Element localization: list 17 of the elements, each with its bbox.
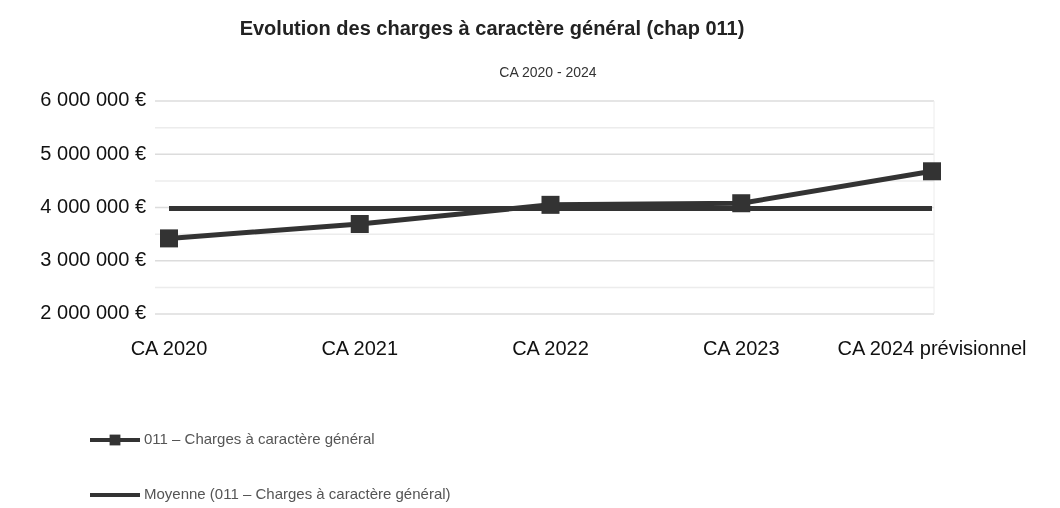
y-tick-label: 5 000 000 €: [40, 141, 146, 164]
x-tick-label: CA 2024 prévisionnel: [837, 337, 1027, 360]
x-tick-label: CA 2020: [130, 337, 208, 360]
x-tick-label: CA 2023: [702, 337, 780, 360]
point: [923, 162, 941, 181]
legend-label: 011 – Charges à caractère général: [144, 429, 375, 447]
x-tick-label: CA 2021: [321, 337, 399, 360]
y-tick-label: 4 000 000 €: [40, 194, 146, 217]
y-tick-label: 3 000 000 €: [40, 248, 146, 271]
chart-subtitle: CA 2020 - 2024: [499, 63, 597, 80]
x-tick-label: CA 2022: [512, 337, 589, 360]
point: [350, 215, 369, 234]
chart-title: Evolution des charges à caractère général (chap 011): [239, 17, 745, 40]
y-tick-label: 2 000 000 €: [40, 301, 146, 324]
legend-label: Moyenne (011 – Charges à caractère général): [144, 484, 451, 502]
y-tick-label: 6 000 000 €: [40, 88, 146, 111]
point: [160, 229, 178, 248]
